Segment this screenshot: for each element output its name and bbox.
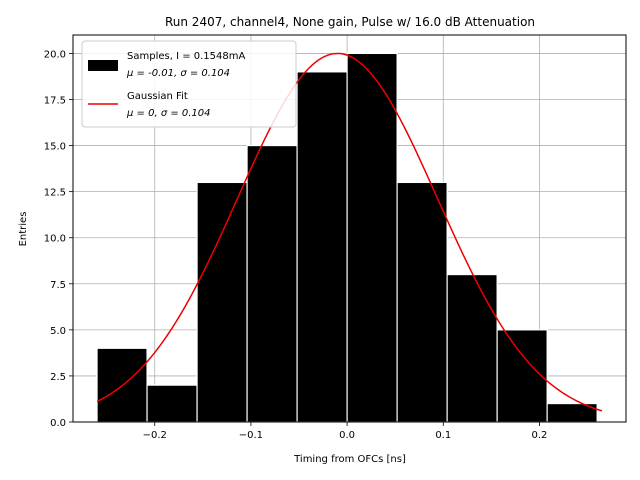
y-tick-label: 20.0 [44,49,66,60]
x-tick-label: 0.1 [435,430,451,441]
legend-fit-stats: μ = 0, σ = 0.104 [126,108,211,119]
y-tick-label: 17.5 [44,96,66,107]
x-ticks: −0.2 −0.1 0.0 0.1 0.2 [143,422,547,441]
legend-fit-label: Gaussian Fit [127,91,188,102]
legend-samples-swatch [88,60,118,71]
histogram-bar [346,52,398,423]
plot-frame [72,34,627,423]
histogram-bar [246,144,298,423]
y-tick-label: 5.0 [50,326,66,337]
histogram-bar [196,181,248,423]
x-tick-label: 0.2 [531,430,547,441]
legend-samples-label: Samples, I = 0.1548mA [127,51,245,62]
chart-title: Run 2407, channel4, None gain, Pulse w/ … [165,15,535,29]
histogram-bar [496,329,548,423]
y-tick-label: 2.5 [50,372,66,383]
y-axis-label: Entries [18,212,29,247]
y-tick-label: 15.0 [44,142,66,153]
gaussian-fit [96,52,603,412]
histogram-bars [96,52,598,423]
x-tick-label: −0.1 [239,430,263,441]
y-ticks: 0.0 2.5 5.0 7.5 10.0 12.5 15.0 17.5 20.0 [44,49,73,429]
x-axis-label: Timing from OFCs [ns] [293,454,406,465]
fit-curve [96,52,603,412]
legend: Samples, I = 0.1548mA μ = -0.01, σ = 0.1… [81,40,297,128]
histogram-bar [446,273,498,423]
x-tick-label: −0.2 [143,430,167,441]
x-tick-label: 0.0 [339,430,355,441]
y-tick-label: 0.0 [50,418,66,429]
legend-box [81,40,297,128]
histogram-bar [146,384,198,423]
histogram-bar [396,181,448,423]
y-tick-label: 10.0 [44,234,66,245]
histogram-bar [296,71,348,423]
y-tick-label: 7.5 [50,280,66,291]
legend-samples-stats: μ = -0.01, σ = 0.104 [126,68,230,79]
y-tick-label: 12.5 [44,188,66,199]
